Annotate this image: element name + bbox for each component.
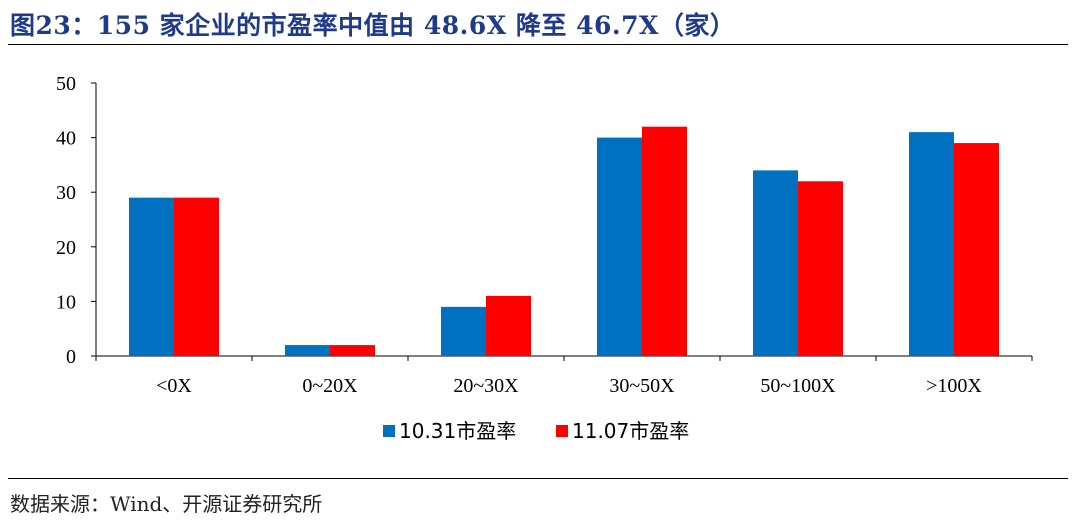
legend-swatch-2 bbox=[556, 425, 568, 437]
legend-label-2: 11.07市盈率 bbox=[572, 419, 689, 443]
bar-series-1 bbox=[285, 345, 330, 356]
y-tick-label: 20 bbox=[56, 237, 76, 259]
legend-swatch-1 bbox=[383, 425, 395, 437]
bar-series-1 bbox=[597, 137, 642, 356]
bar-series-2 bbox=[642, 126, 687, 357]
y-tick-label: 30 bbox=[56, 182, 76, 204]
x-tick-label: 50~100X bbox=[760, 375, 836, 397]
y-tick-label: 10 bbox=[56, 291, 76, 313]
x-tick-label: 30~50X bbox=[609, 375, 675, 397]
bar-series-1 bbox=[753, 170, 798, 356]
y-tick-label: 40 bbox=[56, 128, 76, 150]
chart-legend: 10.31市盈率 11.07市盈率 bbox=[383, 419, 689, 443]
top-divider bbox=[8, 44, 1068, 45]
bar-series-1 bbox=[441, 306, 486, 356]
chart-title: 图23：155 家企业的市盈率中值由 48.6X 降至 46.7X（家） bbox=[10, 11, 736, 40]
bar-series-2 bbox=[486, 295, 531, 356]
x-tick-label: <0X bbox=[156, 375, 192, 397]
source-note: 数据来源：Wind、开源证券研究所 bbox=[10, 492, 323, 516]
chart-labels: 0 10 20 30 40 50 <0X 0~20X 20~30X 30~50X 50~100X >1… bbox=[56, 73, 982, 397]
y-tick-label: 0 bbox=[66, 346, 76, 368]
x-tick-label: >100X bbox=[926, 375, 982, 397]
bottom-divider bbox=[8, 478, 1068, 479]
bar-series-1 bbox=[909, 132, 954, 356]
y-tick-label: 50 bbox=[56, 73, 76, 95]
bar-series-2 bbox=[954, 143, 999, 356]
chart-bars bbox=[129, 126, 999, 357]
bar-series-2 bbox=[330, 345, 375, 356]
bar-series-1 bbox=[129, 197, 174, 356]
bar-series-2 bbox=[798, 181, 843, 356]
legend-label-1: 10.31市盈率 bbox=[399, 419, 516, 443]
chart-axes bbox=[91, 82, 1033, 361]
x-tick-label: 20~30X bbox=[453, 375, 519, 397]
x-tick-label: 0~20X bbox=[302, 375, 358, 397]
bar-series-2 bbox=[174, 197, 219, 356]
